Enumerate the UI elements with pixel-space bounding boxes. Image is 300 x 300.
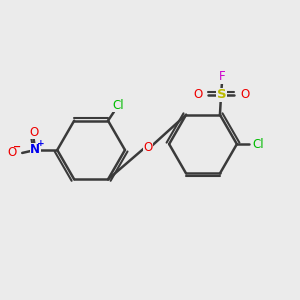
Text: O: O <box>8 146 17 159</box>
Text: −: − <box>14 142 22 152</box>
Text: N: N <box>30 143 40 157</box>
Text: O: O <box>193 88 203 101</box>
Text: S: S <box>217 88 226 101</box>
Text: +: + <box>37 139 45 148</box>
Text: Cl: Cl <box>252 138 264 151</box>
Text: O: O <box>240 88 250 101</box>
Text: F: F <box>219 70 225 83</box>
Text: O: O <box>143 141 153 154</box>
Text: Cl: Cl <box>112 99 124 112</box>
Text: O: O <box>29 126 38 139</box>
